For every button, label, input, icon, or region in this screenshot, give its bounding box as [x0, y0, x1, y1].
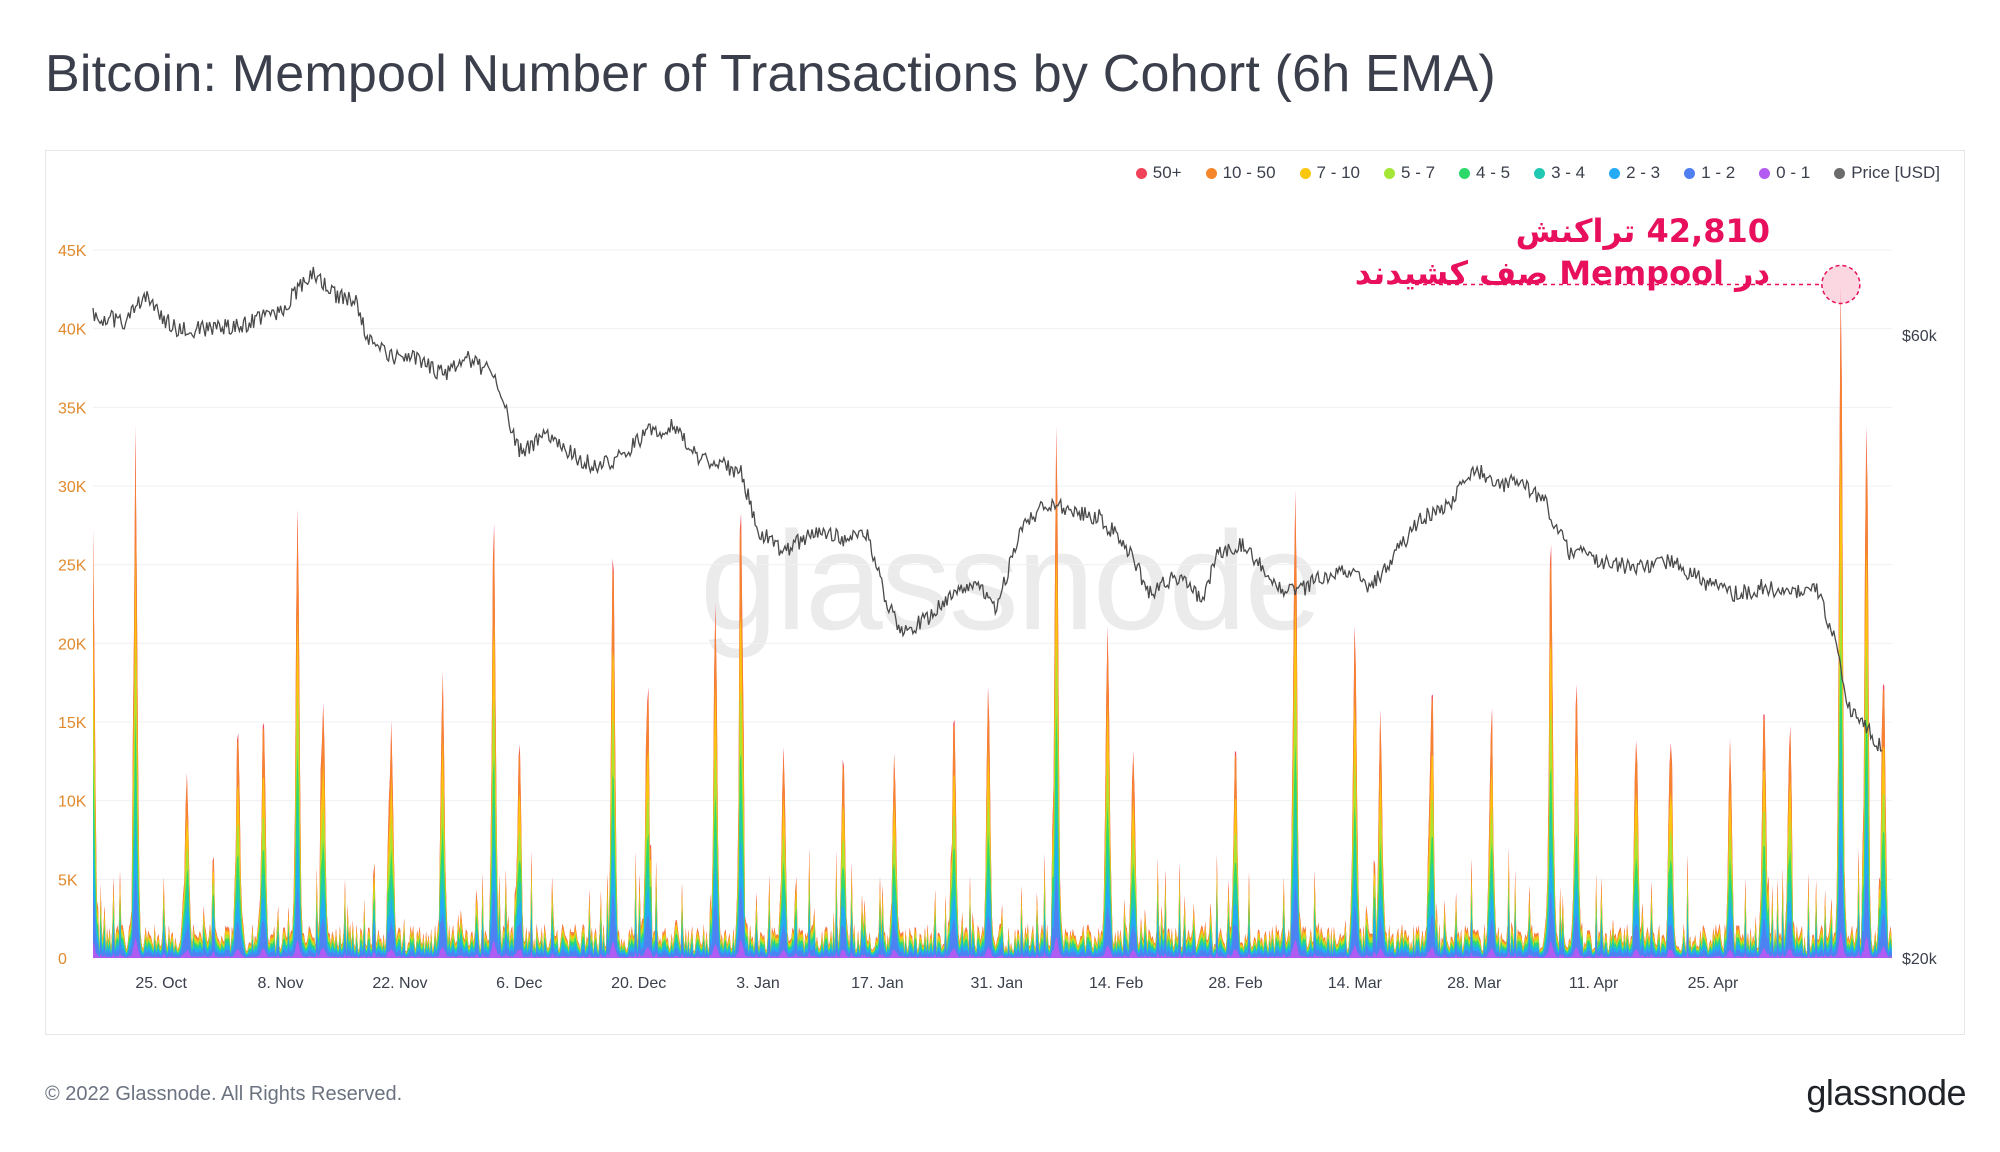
copyright-text: © 2022 Glassnode. All Rights Reserved. [45, 1083, 403, 1105]
x-tick-label: 20. Dec [611, 975, 666, 992]
price-line [92, 266, 1883, 752]
chart-legend: 50+ 10 - 50 7 - 10 5 - 7 4 - 5 3 - 4 2 - 3 1 - … [1135, 163, 1940, 183]
legend-dot-icon [1384, 167, 1396, 179]
legend-item[interactable]: 0 - 1 [1759, 163, 1810, 183]
legend-item[interactable]: 2 - 3 [1609, 163, 1660, 183]
cohort-area-4-5 [93, 648, 1892, 958]
legend-item[interactable]: 7 - 10 [1299, 163, 1361, 183]
cohort-area-7-10 [93, 439, 1892, 958]
glassnode-logo: glassnode [1806, 1072, 1966, 1113]
legend-dot-icon [1135, 167, 1147, 179]
legend-dot-icon [1684, 167, 1696, 179]
y-tick-label: 30K [58, 479, 87, 496]
legend-item[interactable]: 3 - 4 [1534, 163, 1585, 183]
legend-label: 50+ [1152, 163, 1182, 182]
legend-item[interactable]: 10 - 50 [1205, 163, 1276, 183]
y-tick-label: 15K [58, 715, 87, 732]
legend-label: Price [USD] [1851, 163, 1940, 182]
legend-item[interactable]: 5 - 7 [1384, 163, 1435, 183]
x-tick-label: 6. Dec [496, 975, 542, 992]
y-tick-label: 45K [58, 243, 87, 260]
legend-item[interactable]: 50+ [1135, 163, 1182, 183]
legend-dot-icon [1299, 167, 1311, 179]
peak-annotation: 42,810 تراکنش در Mempool صف کشیدند [1355, 210, 1770, 294]
x-tick-label: 28. Mar [1447, 975, 1502, 992]
y-tick-label: 25K [58, 558, 87, 575]
y-tick-label: 5K [58, 872, 78, 889]
legend-dot-icon [1534, 167, 1546, 179]
y-tick-label: 0 [58, 951, 67, 968]
legend-label: 4 - 5 [1476, 163, 1511, 182]
legend-label: 7 - 10 [1316, 163, 1361, 182]
legend-dot-icon [1834, 167, 1846, 179]
annotation-line-2: در Mempool صف کشیدند [1354, 254, 1770, 292]
legend-dot-icon [1759, 167, 1771, 179]
x-tick-label: 28. Feb [1208, 975, 1262, 992]
legend-item[interactable]: Price [USD] [1834, 163, 1940, 183]
cohort-area-10-50 [93, 297, 1892, 958]
x-tick-label: 14. Feb [1089, 975, 1143, 992]
x-tick-label: 14. Mar [1328, 975, 1383, 992]
y-tick-label: 35K [58, 400, 87, 417]
price-tick-label: $20k [1902, 951, 1938, 968]
annotation-line-1: 42,810 تراکنش [1515, 212, 1770, 250]
legend-item[interactable]: 4 - 5 [1459, 163, 1510, 183]
legend-label: 5 - 7 [1401, 163, 1436, 182]
peak-marker [1821, 264, 1861, 305]
chart-frame [45, 150, 1965, 1035]
x-tick-label: 25. Apr [1688, 975, 1739, 992]
cohort-area-3-4 [93, 715, 1892, 958]
x-tick-label: 31. Jan [971, 975, 1023, 992]
x-tick-label: 8. Nov [257, 975, 303, 992]
legend-label: 0 - 1 [1776, 163, 1811, 182]
price-tick-label: $60k [1902, 328, 1938, 345]
legend-dot-icon [1205, 167, 1217, 179]
x-tick-label: 22. Nov [372, 975, 427, 992]
legend-label: 3 - 4 [1551, 163, 1586, 182]
watermark-logo: glassnode [700, 502, 1322, 659]
cohort-area-5-7 [93, 553, 1892, 958]
cohort-area-50+ [93, 284, 1892, 958]
x-tick-label: 3. Jan [736, 975, 780, 992]
legend-dot-icon [1609, 167, 1621, 179]
legend-item[interactable]: 1 - 2 [1684, 163, 1735, 183]
x-tick-label: 25. Oct [135, 975, 187, 992]
legend-label: 10 - 50 [1222, 163, 1276, 182]
y-tick-label: 20K [58, 636, 87, 653]
chart-title: Bitcoin: Mempool Number of Transactions … [45, 45, 1496, 103]
legend-label: 1 - 2 [1701, 163, 1736, 182]
legend-dot-icon [1459, 167, 1471, 179]
legend-label: 2 - 3 [1626, 163, 1661, 182]
y-tick-label: 40K [58, 322, 87, 339]
x-tick-label: 11. Apr [1569, 975, 1619, 992]
x-tick-label: 17. Jan [851, 975, 903, 992]
y-tick-label: 10K [58, 794, 87, 811]
